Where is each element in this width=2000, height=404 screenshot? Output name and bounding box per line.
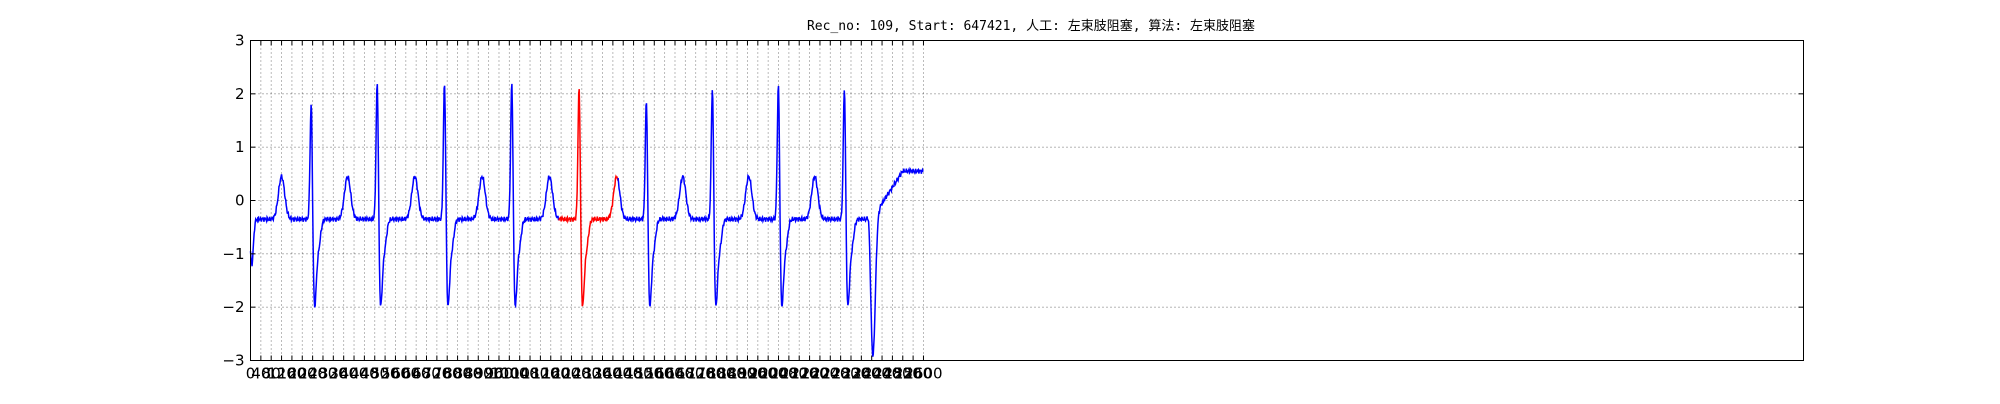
x-tick-label: 600	[391, 365, 420, 383]
x-tick-label: 1760	[687, 365, 725, 383]
x-tick-label: 1520	[625, 365, 663, 383]
y-tick-label: 0	[235, 192, 245, 210]
x-tick-label: 40	[251, 365, 270, 383]
x-tick-label: 1640	[656, 365, 694, 383]
x-tick-label: 1800	[697, 365, 735, 383]
x-tick-label: 1480	[614, 365, 652, 383]
x-tick-label: 1120	[521, 365, 559, 383]
x-tick-label: 2400	[853, 365, 891, 383]
x-tick-label: 1840	[708, 365, 746, 383]
y-tick-label: 2	[235, 85, 245, 103]
x-tick-label: 2320	[832, 365, 870, 383]
x-tick-label: 2480	[873, 365, 911, 383]
y-tick-label: 1	[235, 138, 245, 156]
x-tick-label: 2560	[894, 365, 932, 383]
x-tick-label: 1880	[718, 365, 756, 383]
x-tick-label: 680	[412, 365, 441, 383]
x-tick-label: 2240	[811, 365, 849, 383]
x-tick-label: 320	[319, 365, 348, 383]
x-tick-label: 2040	[759, 365, 797, 383]
x-tick-label: 1280	[563, 365, 601, 383]
x-tick-label: 1320	[573, 365, 611, 383]
x-tick-label: 1160	[532, 365, 570, 383]
x-tick-label: 2520	[884, 365, 922, 383]
x-tick-label: 80	[262, 365, 281, 383]
x-tick-label: 1560	[635, 365, 673, 383]
x-tick-label: 1360	[583, 365, 621, 383]
x-tick-label: 200	[288, 365, 317, 383]
x-tick-label: 760	[433, 365, 462, 383]
x-tick-label: 0	[246, 365, 256, 383]
x-tick-label: 2360	[842, 365, 880, 383]
x-tick-label: 1600	[646, 365, 684, 383]
x-tick-label: 520	[371, 365, 400, 383]
x-tick-label: 1080	[511, 365, 549, 383]
x-tick-label: 1240	[552, 365, 590, 383]
x-tick-label: 1000	[490, 365, 528, 383]
x-tick-label: 2000	[749, 365, 787, 383]
x-tick-label: 240	[298, 365, 327, 383]
x-tick-label: 480	[360, 365, 389, 383]
x-tick-label: 160	[278, 365, 307, 383]
ecg-series-line	[249, 83, 560, 309]
x-tick-label: 360	[329, 365, 358, 383]
x-tick-label: 400	[340, 365, 369, 383]
ecg-highlight-line	[558, 89, 619, 307]
y-tick-label: −3	[222, 352, 244, 370]
axis-layer: 0408012016020024028032036040044048052056…	[222, 32, 1804, 383]
x-tick-label: 440	[350, 365, 379, 383]
x-tick-label: 840	[454, 365, 483, 383]
y-tick-label: −2	[222, 298, 244, 316]
x-tick-label: 920	[474, 365, 503, 383]
y-tick-label: −1	[222, 245, 244, 263]
ecg-series-line	[617, 85, 924, 357]
series-layer	[249, 83, 924, 357]
x-tick-label: 1040	[501, 365, 539, 383]
x-tick-label: 720	[423, 365, 452, 383]
chart-title: Rec_no: 109, Start: 647421, 人工: 左束肢阻塞, 算…	[807, 18, 1255, 34]
x-tick-label: 2120	[780, 365, 818, 383]
y-tick-label: 3	[235, 32, 245, 50]
x-tick-label: 1920	[728, 365, 766, 383]
x-tick-label: 880	[464, 365, 493, 383]
x-tick-label: 280	[309, 365, 338, 383]
x-tick-label: 2280	[822, 365, 860, 383]
x-tick-label: 2600	[904, 365, 942, 383]
x-tick-label: 800	[443, 365, 472, 383]
x-tick-label: 560	[381, 365, 410, 383]
x-tick-label: 2160	[790, 365, 828, 383]
x-tick-label: 640	[402, 365, 431, 383]
x-tick-label: 1720	[677, 365, 715, 383]
grid-layer	[250, 40, 1804, 361]
x-tick-label: 1440	[604, 365, 642, 383]
x-tick-label: 1680	[666, 365, 704, 383]
x-tick-label: 1960	[739, 365, 777, 383]
x-tick-label: 1400	[594, 365, 632, 383]
x-tick-label: 2440	[863, 365, 901, 383]
x-tick-label: 2080	[770, 365, 808, 383]
x-tick-label: 120	[267, 365, 296, 383]
x-tick-label: 960	[485, 365, 514, 383]
x-tick-label: 1200	[542, 365, 580, 383]
x-tick-label: 2200	[801, 365, 839, 383]
